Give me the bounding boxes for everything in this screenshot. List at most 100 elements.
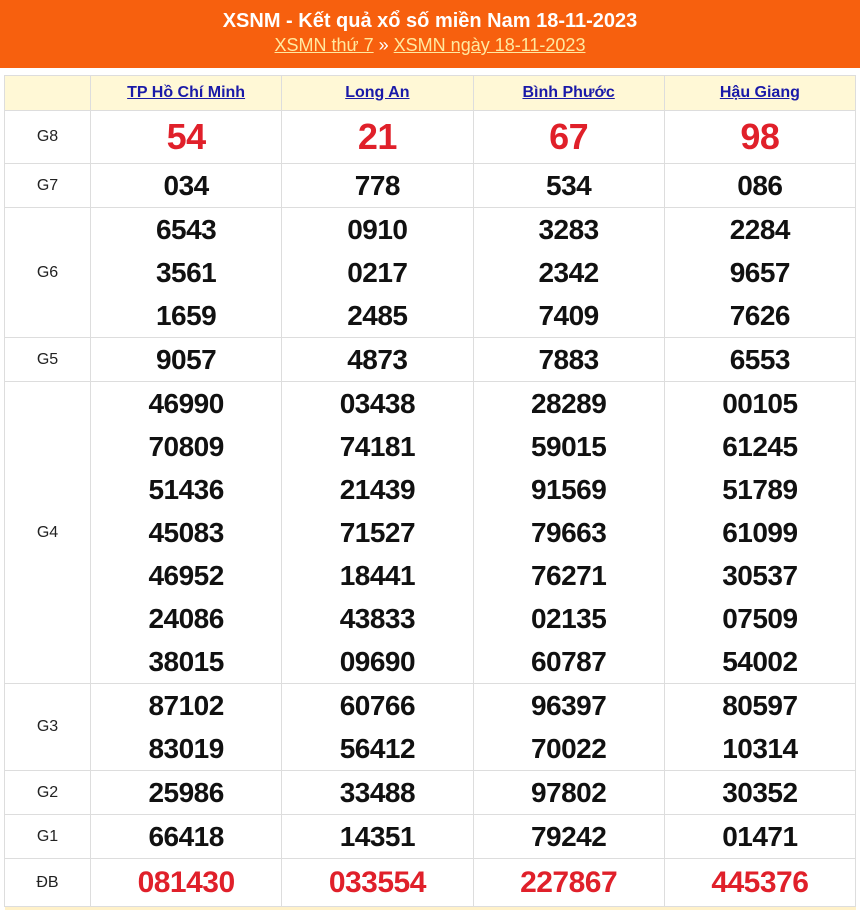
result-number: 61099 — [722, 517, 798, 548]
result-number: 46952 — [148, 560, 224, 591]
result-cell: 25986 — [89, 770, 283, 815]
result-cell: 034 — [89, 163, 283, 208]
link-xsmn-weekday[interactable]: XSMN thứ 7 — [274, 35, 374, 55]
result-number: 79663 — [530, 517, 607, 548]
province-link-long-an[interactable]: Long An — [345, 84, 410, 101]
result-number: 91569 — [530, 474, 607, 505]
result-number: 33488 — [339, 777, 416, 808]
result-number: 445376 — [711, 866, 809, 899]
result-number: 034 — [163, 170, 210, 201]
result-number: 83019 — [148, 733, 224, 764]
result-number: 60766 — [339, 690, 416, 721]
result-number: 2284 — [729, 214, 791, 245]
result-cell: 3283 2342 7409 — [472, 207, 665, 338]
results-table: TP Hồ Chí Minh Long An Bình Phước Hậu Gi… — [4, 75, 857, 910]
result-number: 0217 — [347, 257, 408, 288]
result-number: 6553 — [729, 344, 791, 375]
result-number: 80597 — [722, 690, 798, 721]
result-cell: 086 — [663, 163, 857, 208]
result-number: 56412 — [339, 733, 416, 764]
prize-label: G8 — [4, 110, 91, 164]
prize-label: G4 — [4, 381, 91, 684]
result-number: 43833 — [339, 603, 416, 634]
result-number: 086 — [737, 170, 783, 201]
result-cell: 778 — [281, 163, 474, 208]
result-number: 9057 — [155, 344, 217, 375]
result-number: 70809 — [148, 431, 224, 462]
province-link-binh-phuoc[interactable]: Bình Phước — [522, 84, 615, 101]
prize-row-db: ĐB 081430 033554 227867 445376 — [4, 858, 857, 907]
prize-row-g8: G8 54 21 67 98 — [4, 110, 857, 164]
result-number: 1659 — [155, 300, 217, 331]
result-number: 01471 — [722, 821, 798, 852]
province-header-row: TP Hồ Chí Minh Long An Bình Phước Hậu Gi… — [4, 75, 857, 111]
province-link-hau-giang[interactable]: Hậu Giang — [719, 84, 800, 101]
result-number: 54 — [166, 116, 207, 157]
prize-label: ĐB — [4, 858, 91, 907]
result-number: 7626 — [729, 300, 791, 331]
prize-row-g7: G7 034 778 534 086 — [4, 163, 857, 208]
result-cell: 66418 — [89, 814, 283, 859]
result-number: 71527 — [339, 517, 416, 548]
result-number: 96397 — [530, 690, 607, 721]
result-number: 67 — [549, 116, 589, 157]
result-number: 07509 — [722, 603, 798, 634]
result-number: 30352 — [722, 777, 798, 808]
result-number: 45083 — [148, 517, 224, 548]
result-number: 6543 — [155, 214, 217, 245]
prize-label: G1 — [4, 814, 91, 859]
prize-label: G5 — [4, 337, 91, 382]
result-number: 74181 — [339, 431, 416, 462]
result-number: 3561 — [155, 257, 217, 288]
result-number: 778 — [354, 170, 401, 201]
result-number: 66418 — [148, 821, 224, 852]
result-cell: 534 — [472, 163, 665, 208]
result-cell: 227867 — [472, 858, 665, 907]
prize-row-g4: G4 46990 70809 51436 45083 46952 24086 38015 034… — [4, 381, 857, 684]
result-number: 4873 — [347, 344, 408, 375]
prize-label: G6 — [4, 207, 91, 338]
page-title: XSNM - Kết quả xổ số miền Nam 18-11-2023 — [222, 10, 638, 32]
result-cell: 9057 — [89, 337, 283, 382]
result-number: 30537 — [722, 560, 798, 591]
result-cell: 28289 59015 91569 79663 76271 02135 60787 — [472, 381, 665, 684]
result-number: 21 — [357, 116, 398, 157]
result-cell: 2284 9657 7626 — [663, 207, 857, 338]
result-number: 46990 — [148, 388, 224, 419]
breadcrumb-separator: » — [378, 35, 389, 55]
page-header: XSNM - Kết quả xổ số miền Nam 18-11-2023… — [0, 0, 860, 68]
result-cell: 46990 70809 51436 45083 46952 24086 38015 — [89, 381, 283, 684]
result-cell: 033554 — [281, 858, 474, 907]
result-cell: 67 — [472, 110, 665, 164]
prize-label: G2 — [4, 770, 91, 815]
result-number: 97802 — [530, 777, 607, 808]
prize-label: G7 — [4, 163, 91, 208]
result-cell: 081430 — [89, 858, 283, 907]
result-cell: 98 — [663, 110, 857, 164]
result-number: 38015 — [148, 646, 224, 677]
result-number: 081430 — [137, 866, 236, 899]
result-number: 25986 — [148, 777, 224, 808]
result-number: 24086 — [148, 603, 224, 634]
result-cell: 33488 — [281, 770, 474, 815]
result-number: 51436 — [148, 474, 224, 505]
link-xsmn-date[interactable]: XSMN ngày 18-11-2023 — [393, 35, 586, 55]
result-number: 59015 — [530, 431, 607, 462]
table-footer-bar — [4, 906, 856, 910]
result-number: 02135 — [530, 603, 607, 634]
result-cell: 54 — [89, 110, 283, 164]
province-link-hcm[interactable]: TP Hồ Chí Minh — [127, 84, 246, 101]
result-cell: 30352 — [663, 770, 857, 815]
result-number: 60787 — [530, 646, 607, 677]
result-cell: 60766 56412 — [281, 683, 474, 771]
result-cell: 6543 3561 1659 — [89, 207, 283, 338]
result-number: 79242 — [530, 821, 607, 852]
corner-cell — [4, 75, 91, 111]
result-cell: 6553 — [663, 337, 857, 382]
prize-row-g1: G1 66418 14351 79242 01471 — [4, 814, 857, 859]
result-number: 21439 — [339, 474, 416, 505]
result-number: 98 — [740, 116, 780, 157]
breadcrumb: XSMN thứ 7 » XSMN ngày 18-11-2023 — [0, 33, 860, 57]
result-cell: 79242 — [472, 814, 665, 859]
result-cell: 7883 — [472, 337, 665, 382]
